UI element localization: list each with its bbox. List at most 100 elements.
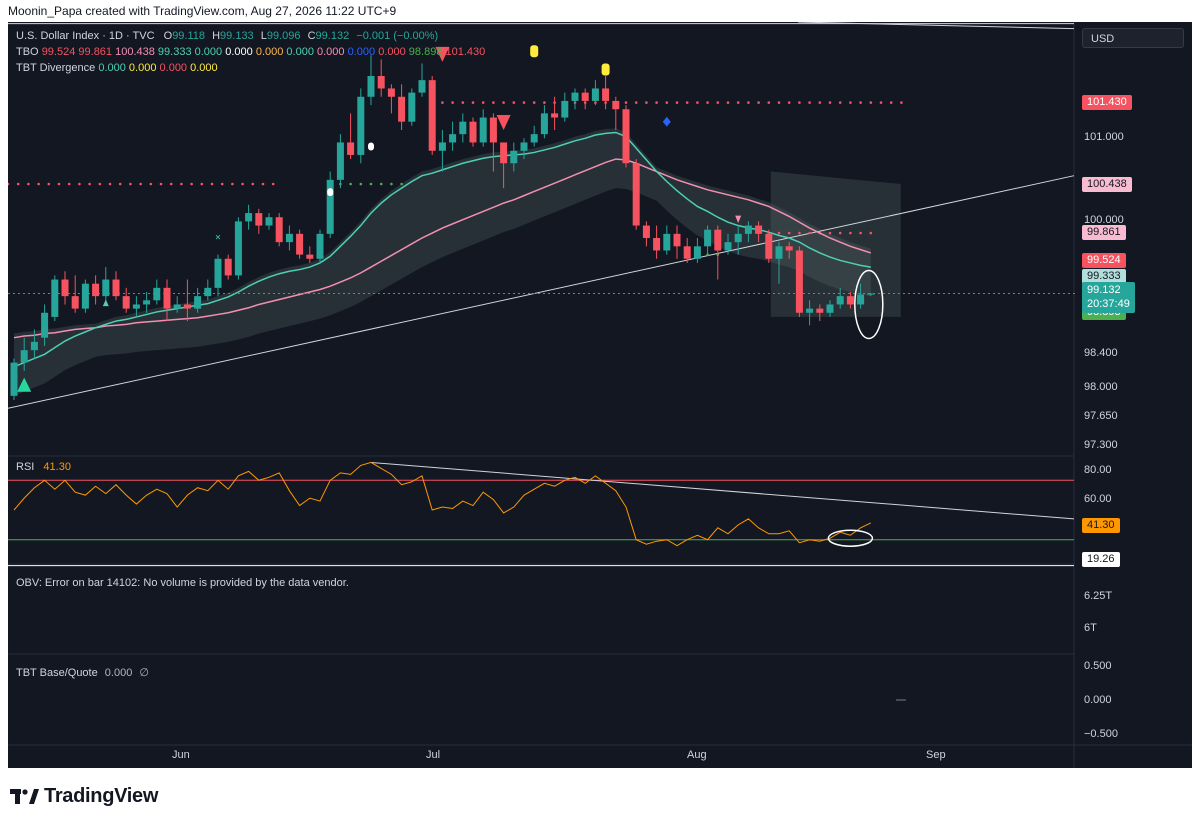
candle-body	[469, 121, 477, 143]
candle-body	[806, 308, 814, 313]
candle-body	[214, 258, 222, 288]
candle-body	[826, 304, 834, 313]
chart-frame[interactable]: × × U.S. Dollar Index · 1D · TVC O99.118 …	[8, 22, 1192, 768]
level-dot-101430	[808, 101, 811, 104]
level-dot-100	[190, 182, 193, 186]
base-quote-legend: TBT Base/Quote 0.000 ∅	[16, 666, 149, 679]
level-dot-101430	[849, 101, 852, 104]
candle-body	[602, 88, 610, 101]
candle-body	[673, 233, 681, 247]
candle-body	[561, 100, 569, 118]
level-dot-100	[200, 182, 204, 186]
candle-body	[459, 121, 467, 135]
tbo-value-5: 0.000	[222, 46, 253, 58]
ohlc-open: O99.118	[163, 30, 206, 42]
candle-body	[693, 246, 701, 259]
level-dot-101430	[461, 101, 465, 104]
pink-triangle	[735, 215, 742, 224]
base-quote-label: TBT Base/Quote	[16, 667, 98, 679]
tbo-value-0: 99.524	[41, 46, 76, 58]
rsi-tick-80: 80.00	[1084, 464, 1112, 476]
level-dot-101430	[798, 101, 801, 104]
base-quote-value: 0.000	[104, 667, 133, 679]
divergence-marker	[601, 63, 610, 76]
level-dot-100	[261, 182, 265, 186]
candle-body	[408, 92, 416, 122]
level-dot-101430	[543, 101, 546, 104]
candle-body	[245, 213, 253, 222]
level-dot-green	[400, 182, 403, 186]
time-label-jun: Jun	[172, 749, 190, 761]
tbo-value-3: 99.333	[154, 46, 192, 58]
candle-body	[61, 279, 69, 297]
tradingview-logo[interactable]: TradingView	[10, 784, 158, 808]
sell-signal-triangle	[496, 115, 511, 130]
level-dot-101430	[838, 101, 842, 104]
candle-body	[683, 246, 691, 259]
tbo-value-11: 98.898	[405, 46, 443, 58]
candle-body	[51, 279, 59, 317]
level-dot-100	[88, 182, 91, 186]
level-dot-100	[16, 182, 20, 186]
candle-body	[449, 134, 457, 143]
chart-canvas[interactable]: ××	[8, 22, 1192, 768]
tbo-value-9: 0.000	[344, 46, 376, 58]
candle-body	[10, 362, 18, 396]
level-dot-100	[180, 182, 183, 186]
level-dot-101430	[471, 101, 475, 104]
level-dot-101430	[726, 101, 730, 104]
candle-body	[540, 113, 548, 135]
obv-tick-1: 6.25T	[1084, 590, 1113, 602]
level-dot-101430	[869, 101, 873, 104]
candle-body	[775, 246, 783, 259]
ohlc-high: H99.133	[212, 30, 254, 42]
price-tick: 98.400	[1084, 347, 1118, 360]
price-tag: 99.333	[1082, 268, 1126, 284]
divergence-marker	[530, 45, 539, 58]
white-marker	[368, 142, 374, 151]
candle-body	[591, 88, 599, 101]
white-marker	[327, 188, 334, 197]
level-dot-100	[231, 182, 234, 186]
bq-tick-1: 0.500	[1084, 660, 1112, 672]
candle-body	[357, 96, 365, 155]
cross-marker: ×	[715, 244, 721, 255]
level-dot-101430	[889, 101, 893, 104]
level-dot-101430	[736, 101, 740, 104]
level-dot-100	[27, 182, 30, 186]
candle-body	[663, 233, 671, 251]
divergence-value-1: 0.000	[125, 62, 157, 74]
rsi-trendline	[370, 461, 1075, 520]
candle-body	[632, 163, 640, 226]
rsi-line-tag: 19.26	[1082, 552, 1120, 567]
price-tag: 100.438	[1082, 176, 1132, 192]
level-dot-100	[47, 182, 51, 186]
candle-body	[234, 221, 242, 276]
candle-body	[326, 179, 334, 234]
level-dot-100	[159, 182, 163, 186]
candle-body	[20, 350, 28, 363]
rsi-legend: RSI 41.30	[16, 461, 71, 473]
level-dot-101430	[634, 101, 638, 104]
bar-countdown: 20:37:49	[1087, 298, 1130, 310]
candle-body	[71, 296, 79, 309]
candle-body	[785, 246, 793, 251]
time-label-jul: Jul	[426, 749, 441, 761]
price-tag: 101.430	[1082, 94, 1132, 110]
trendline-support	[8, 175, 1075, 409]
currency-button[interactable]: USD	[1082, 28, 1184, 48]
level-dot-101430	[828, 101, 832, 104]
candle-body	[255, 213, 263, 226]
candle-body	[143, 300, 151, 305]
candle-body	[642, 225, 650, 238]
price-tick: 97.300	[1084, 438, 1118, 451]
level-dot-100	[149, 182, 153, 186]
level-dot-100	[220, 182, 224, 186]
level-dot-99861	[777, 231, 781, 235]
divergence-label: TBT Divergence	[16, 62, 96, 74]
candle-body	[347, 142, 355, 155]
level-dot-101430	[757, 101, 760, 104]
level-dot-99861	[869, 231, 873, 235]
candle-body	[724, 242, 732, 251]
candle-body	[765, 233, 773, 259]
